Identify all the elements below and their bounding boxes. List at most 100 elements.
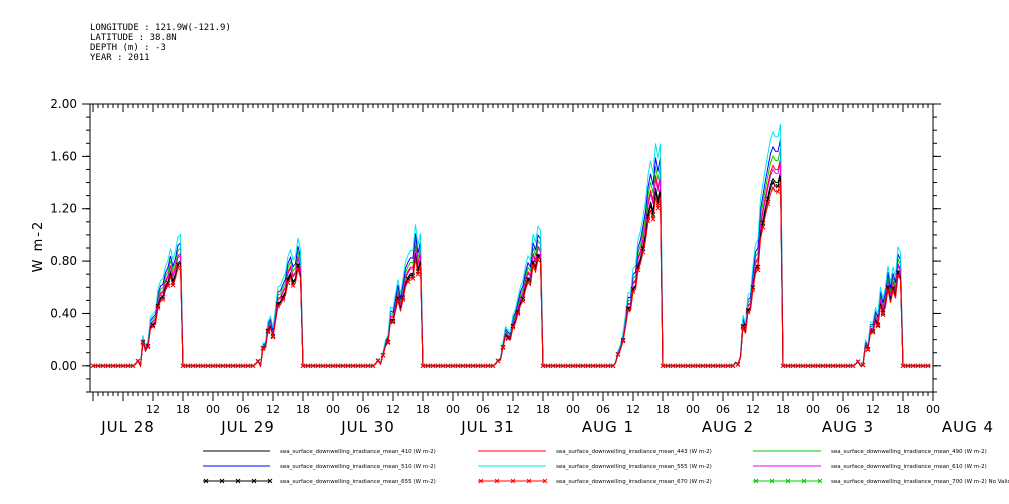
x-hour-label: 00 (686, 403, 700, 416)
series-marker-7 (195, 363, 201, 369)
series-marker-7 (490, 363, 496, 369)
series-marker-7 (120, 363, 126, 369)
series-line-0 (93, 172, 931, 368)
series-marker-7 (620, 338, 626, 344)
series-marker-7 (565, 363, 571, 369)
legend-label-2: sea_surface_downwelling_irradiance_mean_… (831, 449, 987, 455)
series-marker-7 (575, 363, 581, 369)
series-marker-7 (175, 265, 181, 271)
series-marker-7 (375, 358, 381, 364)
x-hour-label: 00 (806, 403, 820, 416)
x-hour-label: 18 (776, 403, 790, 416)
series-marker-7 (385, 340, 391, 345)
series-marker-7 (315, 363, 321, 369)
series-marker-7 (845, 363, 851, 369)
series-marker-7 (800, 363, 806, 369)
x-ticks: 12 18 00 06 12 18 00 06 12 18 00 06 12 18 00 06 12 18 00 06… (92, 104, 994, 436)
series-marker-7 (420, 363, 426, 369)
series-marker-7 (555, 363, 561, 369)
series-marker-7 (95, 363, 101, 369)
series-marker-7 (440, 363, 446, 369)
x-hour-label: 12 (746, 403, 760, 416)
series-marker-7 (790, 363, 796, 369)
legend-marker-8 (817, 478, 823, 484)
series-marker-7 (500, 345, 506, 351)
series-marker-7 (200, 363, 206, 369)
series-marker-7 (355, 363, 361, 369)
series-line-6 (93, 176, 931, 368)
x-day-label: AUG 3 (822, 418, 874, 436)
series-marker-7 (570, 363, 576, 369)
series-marker-7 (560, 363, 566, 369)
series-marker-7 (655, 205, 661, 211)
series-marker-7 (255, 359, 261, 364)
series-marker-7 (615, 352, 621, 357)
x-hour-label: 00 (566, 403, 580, 416)
legend-marker-7 (494, 478, 500, 484)
series-marker-7 (895, 273, 901, 278)
series-marker-7 (205, 363, 211, 369)
series-marker-7 (780, 363, 786, 369)
series-marker-7 (785, 363, 791, 369)
series-marker-7 (635, 267, 641, 273)
series-marker-7 (290, 283, 296, 288)
legend-marker-6 (251, 478, 257, 484)
x-hour-label: 12 (386, 403, 400, 416)
legend-marker-8 (801, 478, 807, 484)
series-marker-7 (170, 282, 176, 288)
x-hour-label: 12 (506, 403, 520, 416)
x-hour-label: 00 (446, 403, 460, 416)
series-marker-7 (415, 271, 421, 277)
x-day-label: AUG 1 (582, 418, 634, 436)
series-marker-7 (305, 363, 311, 369)
series-marker-7 (590, 363, 596, 369)
series-marker-7 (480, 363, 486, 369)
series-marker-7 (730, 363, 736, 369)
series-marker-6 (625, 306, 631, 311)
series-marker-7 (850, 363, 856, 369)
series-marker-7 (550, 363, 556, 369)
header-block: LONGITUDE : 121.9W(-121.9) LATITUDE : 38… (90, 23, 231, 63)
legend-marker-6 (219, 478, 225, 484)
x-day-label: AUG 4 (942, 418, 994, 436)
series-marker-7 (185, 363, 191, 369)
x-hour-label: 00 (206, 403, 220, 416)
series-marker-7 (795, 363, 801, 369)
x-hour-label: 12 (626, 403, 640, 416)
series-marker-7 (180, 363, 186, 369)
series-marker-7 (135, 358, 141, 364)
legend-label-7: sea_surface_downwelling_irradiance_mean_… (556, 479, 712, 485)
legend-label-0: sea_surface_downwelling_irradiance_mean_… (280, 449, 436, 455)
series-marker-7 (525, 279, 531, 285)
series-marker-6 (770, 180, 776, 185)
legend-marker-8 (785, 478, 791, 484)
series-marker-7 (460, 363, 466, 369)
series-marker-7 (365, 363, 371, 369)
legend-label-3: sea_surface_downwelling_irradiance_mean_… (280, 464, 436, 470)
series-marker-7 (310, 363, 316, 369)
series-marker-7 (880, 312, 886, 318)
series-marker-7 (690, 363, 696, 369)
series-marker-7 (515, 311, 521, 317)
x-hour-label: 18 (176, 403, 190, 416)
series-marker-7 (360, 363, 366, 369)
legend-marker-7 (526, 478, 532, 484)
series-marker-7 (125, 363, 131, 369)
series-marker-7 (905, 363, 911, 369)
series-marker-7 (110, 363, 116, 369)
y-axis-label: W m-2 (31, 220, 46, 273)
header-longitude: LONGITUDE : 121.9W(-121.9) (90, 23, 231, 33)
series-marker-7 (300, 363, 306, 369)
series-marker-7 (645, 218, 651, 224)
series-marker-7 (705, 363, 711, 369)
y-tick-label: 1.60 (50, 149, 77, 163)
legend-label-8: sea_surface_downwelling_irradiance_mean_… (831, 479, 1009, 485)
series-marker-7 (350, 363, 356, 369)
series-marker-7 (890, 288, 896, 294)
series-marker-7 (390, 319, 396, 325)
series-marker-7 (430, 363, 436, 369)
series-marker-7 (130, 363, 136, 369)
series-marker-7 (610, 363, 616, 369)
y-tick-label: 2.00 (50, 97, 77, 111)
series-marker-7 (605, 363, 611, 369)
